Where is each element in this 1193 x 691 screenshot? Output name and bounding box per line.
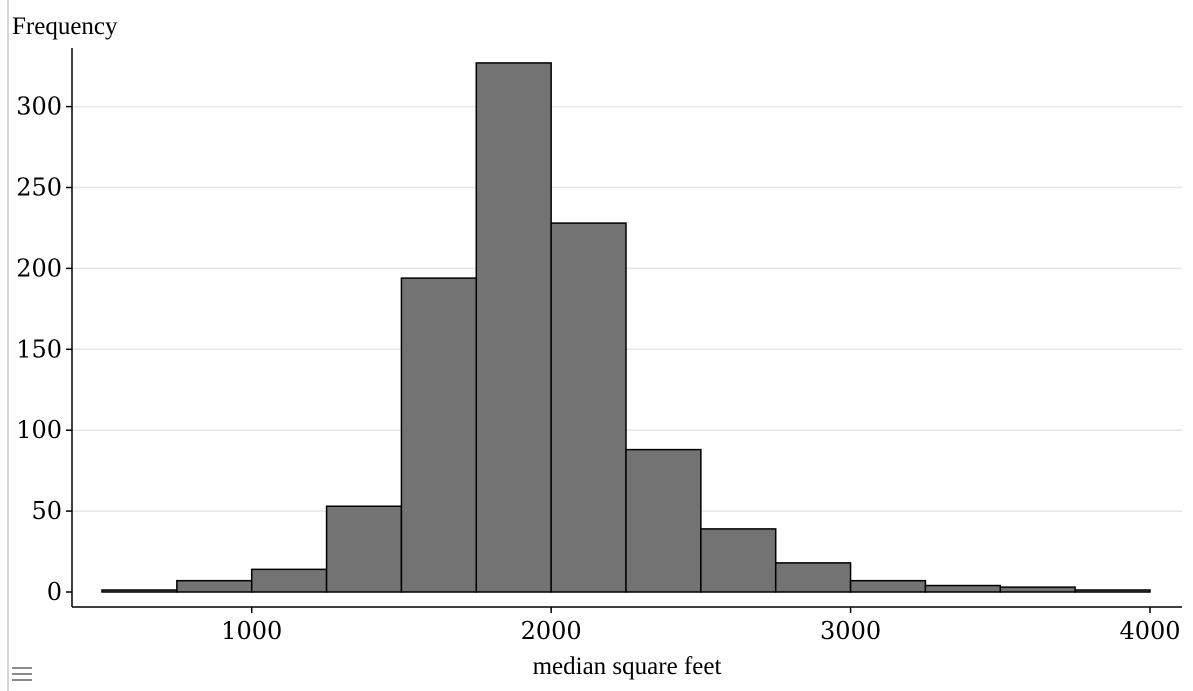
histogram-bar	[924, 584, 1002, 593]
x-tick-label: 2000	[521, 617, 582, 645]
histogram-bar	[774, 562, 852, 593]
y-tick-label: 250	[16, 174, 62, 202]
histogram-bar	[475, 62, 552, 593]
y-tick-label: 150	[16, 335, 62, 363]
y-tick-label: 50	[31, 497, 62, 525]
histogram-bar	[700, 528, 777, 593]
histogram-bar	[625, 448, 702, 593]
histogram-bar	[250, 568, 328, 593]
y-tick-label: 0	[47, 578, 62, 606]
histogram-bar	[550, 222, 627, 593]
histogram-bar	[999, 586, 1076, 593]
panel-left-border	[7, 0, 9, 691]
y-tick-label: 200	[16, 254, 62, 282]
y-tick-label: 100	[16, 416, 62, 444]
y-axis-label: Frequency	[12, 13, 118, 40]
x-tick-label: 1000	[221, 617, 282, 645]
x-tick-label: 4000	[1119, 617, 1180, 645]
histogram-bar	[176, 579, 253, 593]
histogram-bar	[325, 505, 403, 593]
histogram-bar	[1074, 589, 1151, 593]
histogram-bar	[400, 277, 478, 593]
y-tick-label: 300	[16, 93, 62, 121]
x-axis-label: median square feet	[533, 653, 722, 680]
histogram-bar	[101, 589, 178, 593]
x-tick-label: 3000	[820, 617, 881, 645]
histogram-bar	[849, 579, 927, 593]
hamburger-menu-icon[interactable]	[12, 667, 32, 685]
